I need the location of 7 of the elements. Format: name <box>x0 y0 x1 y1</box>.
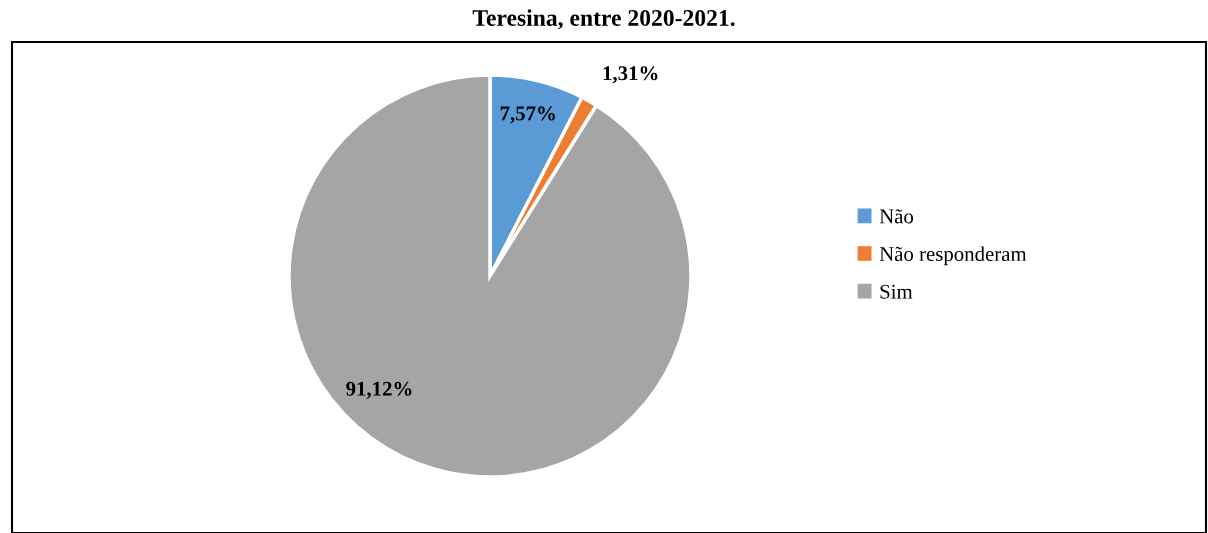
chart-title: Teresina, entre 2020-2021. <box>472 9 735 30</box>
legend-label: Sim <box>880 284 913 299</box>
data-label: 7,57% <box>500 106 555 124</box>
legend-label: Não responderam <box>879 246 1027 266</box>
legend-label: Não <box>879 209 914 224</box>
data-label: 91,12% <box>346 381 412 399</box>
data-label: 1,31% <box>603 66 658 84</box>
